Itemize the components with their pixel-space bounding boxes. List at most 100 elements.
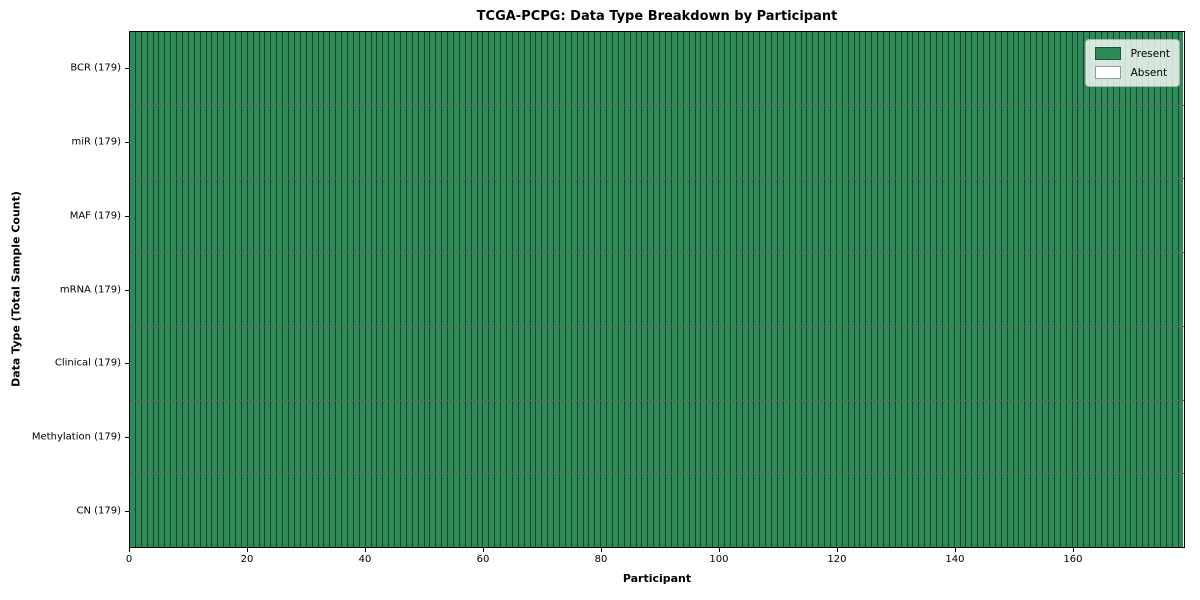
heatmap-cell [206, 105, 213, 179]
heatmap-cell [583, 326, 590, 400]
heatmap-cell [925, 253, 932, 326]
heatmap-cell [1072, 326, 1079, 400]
heatmap-cell [1090, 253, 1097, 326]
heatmap-cell [677, 400, 684, 474]
heatmap-cell [931, 179, 938, 253]
heatmap-cell [825, 400, 831, 474]
heatmap-cell [507, 400, 513, 474]
heatmap-cell [783, 105, 790, 179]
heatmap-cell [913, 105, 920, 179]
y-tick-mark [125, 67, 129, 69]
heatmap-cell [630, 179, 637, 253]
heatmap-cell [542, 179, 549, 253]
heatmap-cell [1060, 253, 1067, 326]
heatmap-cell [1119, 253, 1126, 326]
heatmap-cell [183, 105, 189, 179]
heatmap-cell [878, 474, 884, 548]
heatmap-cell [224, 326, 231, 400]
heatmap-cell [742, 326, 749, 400]
heatmap-cell [666, 253, 672, 326]
heatmap-cell [389, 32, 396, 105]
heatmap-cell [271, 326, 278, 400]
heatmap-cell [548, 179, 555, 253]
heatmap-cell [966, 474, 973, 548]
heatmap-cell [271, 253, 278, 326]
heatmap-cell [789, 105, 796, 179]
heatmap-cell [501, 105, 507, 179]
heatmap-cell [289, 32, 295, 105]
heatmap-cell [1066, 253, 1073, 326]
heatmap-cell [1178, 253, 1184, 326]
heatmap-cell [954, 253, 961, 326]
heatmap-cell [548, 32, 555, 105]
x-tick-label: 120 [827, 554, 847, 565]
heatmap-cell [1096, 179, 1102, 253]
heatmap-cell [854, 474, 861, 548]
heatmap-cell [760, 179, 767, 253]
heatmap-cell [153, 400, 160, 474]
heatmap-cell [353, 326, 360, 400]
heatmap-cell [954, 400, 961, 474]
heatmap-cell [318, 105, 325, 179]
heatmap-cell [542, 105, 549, 179]
heatmap-cell [819, 105, 826, 179]
heatmap-cell [895, 179, 902, 253]
heatmap-cell [1154, 105, 1161, 179]
heatmap-cell [948, 400, 955, 474]
heatmap-cell [1107, 326, 1114, 400]
heatmap-cell [742, 32, 749, 105]
heatmap-cell [1054, 474, 1061, 548]
heatmap-cell [819, 179, 826, 253]
heatmap-cell [789, 32, 796, 105]
heatmap-cell [925, 400, 932, 474]
heatmap-cell [560, 32, 566, 105]
heatmap-cell [789, 400, 796, 474]
heatmap-cell [813, 179, 820, 253]
heatmap-cell [766, 400, 773, 474]
heatmap-cell [265, 105, 272, 179]
heatmap-cell [1137, 105, 1144, 179]
heatmap-cell [636, 326, 643, 400]
heatmap-cell [995, 179, 1002, 253]
y-tick-mark [125, 141, 129, 143]
heatmap-cell [819, 32, 826, 105]
heatmap-cell [412, 474, 419, 548]
heatmap-cell [412, 32, 419, 105]
heatmap-cell [436, 474, 443, 548]
heatmap-cell [448, 400, 454, 474]
heatmap-cell [389, 474, 396, 548]
heatmap-cell [265, 253, 272, 326]
heatmap-cell [919, 179, 926, 253]
heatmap-cell [230, 400, 237, 474]
heatmap-cell [613, 105, 619, 179]
heatmap-cell [1131, 326, 1138, 400]
heatmap-cell [430, 179, 437, 253]
heatmap-cell [1048, 32, 1055, 105]
heatmap-cell [630, 105, 637, 179]
heatmap-cell [1048, 253, 1055, 326]
heatmap-cell [177, 32, 184, 105]
heatmap-cell [1031, 32, 1038, 105]
heatmap-cell [1043, 253, 1049, 326]
heatmap-cell [300, 474, 307, 548]
heatmap-cell [931, 474, 938, 548]
heatmap-cell [459, 400, 466, 474]
heatmap-cell [353, 32, 360, 105]
heatmap-cell [830, 400, 837, 474]
heatmap-cell [948, 474, 955, 548]
heatmap-cell [188, 32, 195, 105]
heatmap-cell [984, 105, 991, 179]
heatmap-cell [878, 105, 884, 179]
heatmap-cell [1019, 400, 1026, 474]
heatmap-cell [542, 326, 549, 400]
heatmap-cell [719, 105, 725, 179]
heatmap-cell [294, 32, 301, 105]
heatmap-cell [283, 179, 290, 253]
heatmap-cell [436, 105, 443, 179]
heatmap-cell [1166, 105, 1173, 179]
heatmap-cell [978, 105, 985, 179]
heatmap-cell [194, 179, 201, 253]
heatmap-cell [318, 400, 325, 474]
heatmap-cell [1084, 253, 1091, 326]
heatmap-cell [1096, 326, 1102, 400]
